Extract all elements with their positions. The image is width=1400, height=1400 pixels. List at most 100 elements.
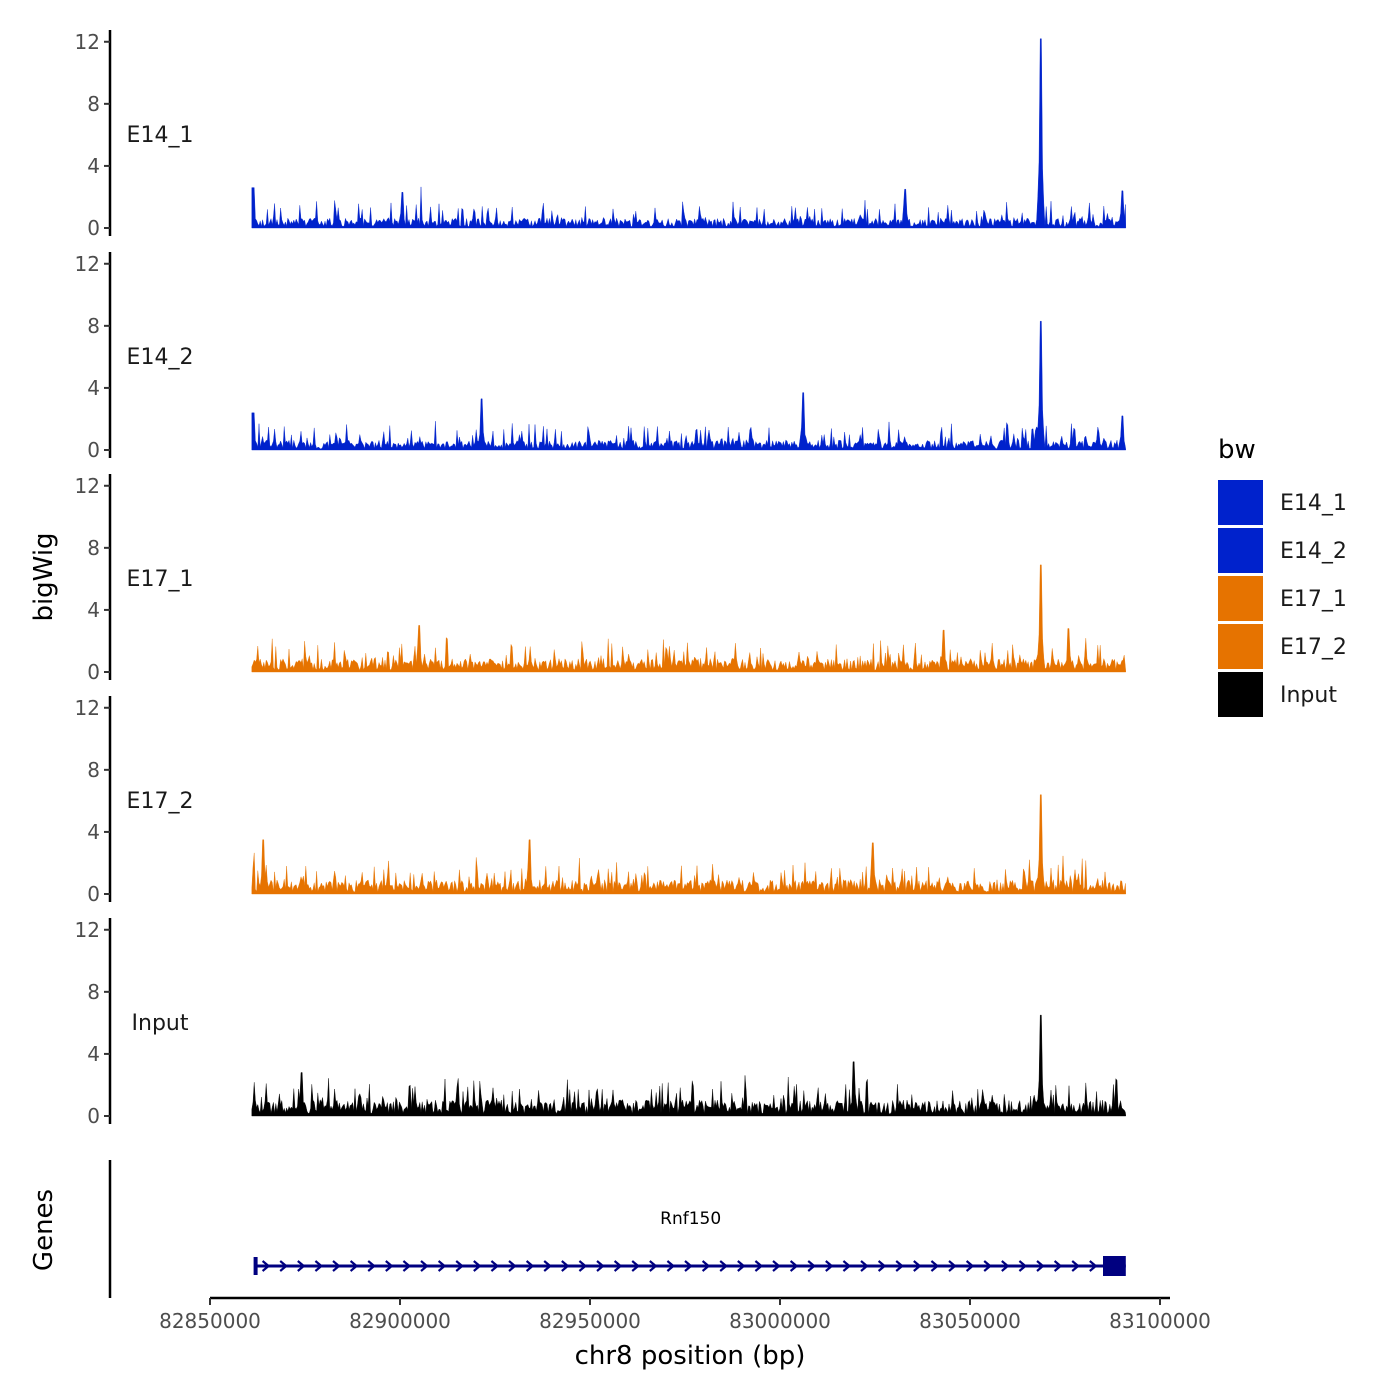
strand-arrow: [965, 1260, 975, 1272]
genes-axis-title: Genes: [29, 1189, 59, 1271]
track-E14_2: 0 4 8 12 E14_2: [75, 252, 1127, 462]
strand-arrow: [684, 1260, 693, 1272]
y-tick-label: 4: [87, 154, 100, 178]
strand-arrow: [948, 1260, 957, 1272]
strand-arrow: [1071, 1260, 1080, 1272]
strand-arrow: [649, 1260, 658, 1272]
signal-area-E14_1: [251, 38, 1127, 229]
y-tick-label: 4: [87, 376, 100, 400]
y-tick-label: 4: [87, 820, 100, 844]
strand-arrow: [314, 1260, 324, 1272]
strand-arrow: [772, 1260, 781, 1272]
y-tick-label: 0: [87, 660, 100, 684]
strand-arrow: [1053, 1260, 1063, 1272]
track-E14_1: 0 4 8 12 E14_1: [75, 30, 1127, 240]
y-tick-label: 8: [87, 92, 100, 116]
gene-start-exon: [253, 1257, 258, 1275]
strand-arrow: [860, 1260, 869, 1272]
x-tick-label: 82900000: [349, 1309, 451, 1333]
strand-arrow: [1089, 1260, 1098, 1272]
y-tick-label: 12: [75, 474, 100, 498]
x-tick-label: 82850000: [159, 1309, 261, 1333]
strand-arrow: [596, 1260, 605, 1272]
strand-arrow: [402, 1260, 412, 1272]
y-tick-label: 0: [87, 1104, 100, 1128]
signal-area-Input: [251, 1014, 1127, 1117]
strand-arrow: [367, 1260, 376, 1272]
track-label: Input: [132, 1011, 189, 1036]
y-tick-label: 0: [87, 882, 100, 906]
y-tick-label: 4: [87, 598, 100, 622]
y-tick-label: 8: [87, 536, 100, 560]
gene-exon: [1103, 1256, 1126, 1276]
legend-label-E17_2: E17_2: [1280, 635, 1347, 660]
signal-area-E17_1: [251, 564, 1127, 673]
x-tick-label: 82950000: [539, 1309, 641, 1333]
legend-label-E14_2: E14_2: [1280, 539, 1347, 564]
strand-arrow: [297, 1260, 306, 1272]
legend-key-E14_2: [1218, 528, 1263, 573]
y-tick-label: 0: [87, 216, 100, 240]
signal-area-E17_2: [251, 794, 1127, 895]
strand-arrow: [261, 1260, 271, 1272]
x-tick-label: 83100000: [1109, 1309, 1211, 1333]
y-tick-label: 4: [87, 1042, 100, 1066]
strand-arrow: [437, 1260, 447, 1272]
track-label: E17_2: [127, 789, 194, 814]
y-tick-label: 12: [75, 30, 100, 54]
strand-arrow: [701, 1260, 711, 1272]
legend-label-E14_1: E14_1: [1280, 491, 1347, 516]
x-tick-label: 83050000: [919, 1309, 1021, 1333]
y-tick-label: 12: [75, 252, 100, 276]
strand-arrow: [789, 1260, 799, 1272]
strand-arrow: [349, 1260, 359, 1272]
strand-arrow: [631, 1260, 640, 1272]
legend-label-Input: Input: [1280, 683, 1337, 708]
y-tick-label: 0: [87, 438, 100, 462]
track-label: E14_2: [127, 345, 194, 370]
strand-arrow: [895, 1260, 904, 1272]
gene-name-label: Rnf150: [660, 1209, 721, 1229]
track-E17_2: 0 4 8 12 E17_2: [75, 696, 1127, 906]
x-axis: 82850000 82900000 82950000 83000000 83050000…: [159, 1296, 1211, 1333]
legend-label-E17_1: E17_1: [1280, 587, 1347, 612]
strand-arrow: [825, 1260, 834, 1272]
strand-arrow: [455, 1260, 464, 1272]
strand-arrow: [561, 1260, 570, 1272]
strand-arrow: [913, 1260, 922, 1272]
y-axis-title: bigWig: [29, 532, 59, 621]
strand-arrow: [877, 1260, 887, 1272]
x-axis-title: chr8 position (bp): [575, 1341, 806, 1371]
strand-arrow: [525, 1260, 535, 1272]
y-tick-label: 12: [75, 918, 100, 942]
strand-arrow: [385, 1260, 394, 1272]
y-tick-label: 12: [75, 696, 100, 720]
y-tick-label: 8: [87, 980, 100, 1004]
strand-arrow: [1001, 1260, 1010, 1272]
strand-arrow: [666, 1260, 676, 1272]
track-E17_1: 0 4 8 12 E17_1: [75, 474, 1127, 684]
strand-arrow: [543, 1260, 552, 1272]
strand-arrow: [613, 1260, 623, 1272]
strand-arrow: [1018, 1260, 1028, 1272]
strand-arrow: [1036, 1260, 1045, 1272]
strand-arrow: [807, 1260, 816, 1272]
strand-arrow: [842, 1260, 852, 1272]
legend-key-E17_2: [1218, 624, 1263, 669]
legend-key-Input: [1218, 672, 1263, 717]
x-tick-label: 83000000: [729, 1309, 831, 1333]
strand-arrow: [754, 1260, 764, 1272]
strand-arrow: [719, 1260, 728, 1272]
gene-track: Rnf150: [108, 1160, 1126, 1298]
strand-arrow: [737, 1260, 746, 1272]
strand-arrow: [332, 1260, 341, 1272]
strand-arrow: [473, 1260, 482, 1272]
strand-arrow: [578, 1260, 588, 1272]
y-tick-label: 8: [87, 314, 100, 338]
strand-arrow: [490, 1260, 500, 1272]
strand-arrow: [508, 1260, 517, 1272]
strand-arrow: [983, 1260, 992, 1272]
signal-tracks: 0 4 8 12 E14_1 0 4 8 12 E14_2 0 4 8 12 E17_1 0 4 8 12 E17_2…: [75, 30, 1127, 1128]
legend-key-E14_1: [1218, 480, 1263, 525]
